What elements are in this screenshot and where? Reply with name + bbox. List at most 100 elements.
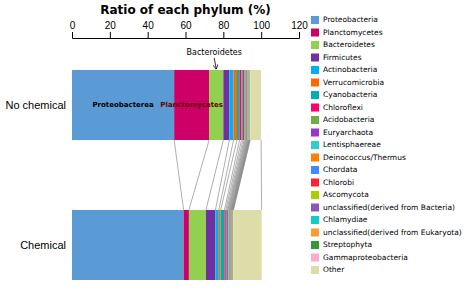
tick: 0 <box>70 20 76 38</box>
connector-line <box>233 140 250 210</box>
plot-area <box>72 70 262 280</box>
legend-label: Ascomycota <box>323 190 369 199</box>
legend-swatch <box>311 79 319 87</box>
legend-label: Gammaproteobacteria <box>323 253 408 262</box>
legend-swatch <box>311 91 319 99</box>
legend-label: Actinobacteria <box>323 65 377 74</box>
legend-item: Streptophyta <box>311 240 372 249</box>
legend-swatch <box>311 229 319 237</box>
legend-label: Deinococcus/Thermus <box>323 153 406 162</box>
legend-item: Actinobacteria <box>311 65 377 74</box>
bar <box>249 70 250 140</box>
tick: 20 <box>105 20 117 38</box>
legend-item: Chlamydiae <box>311 215 368 224</box>
legend-item: Other <box>311 265 345 274</box>
bar <box>228 210 230 280</box>
bar <box>231 210 232 280</box>
bar <box>246 70 248 140</box>
legend-swatch <box>311 254 319 262</box>
bar <box>243 70 244 140</box>
legend-swatch <box>311 179 319 187</box>
bar <box>227 210 229 280</box>
connector-line <box>261 140 263 210</box>
bar <box>223 70 229 140</box>
tick: Chemical <box>20 239 66 251</box>
legend-label: unclassified(derived from Eukaryota) <box>323 228 462 237</box>
tick-label: 120 <box>291 20 308 31</box>
tick-mark <box>261 32 262 38</box>
legend-item: Gammaproteobacteria <box>311 253 408 262</box>
legend-label: Other <box>323 265 345 274</box>
legend-label: Chlorobi <box>323 178 354 187</box>
bar <box>215 210 218 280</box>
tick-label: 80 <box>218 20 230 31</box>
chart: Ratio of each phylum (%) 0 20 40 60 80 100 120 N… <box>0 0 474 295</box>
legend-item: Verrucomicrobia <box>311 78 384 87</box>
tick-label: 100 <box>253 20 270 31</box>
tick-mark <box>186 32 187 38</box>
legend-swatch <box>311 166 319 174</box>
legend-swatch <box>311 154 319 162</box>
bar <box>240 70 242 140</box>
bar <box>232 210 233 280</box>
bar <box>229 210 231 280</box>
tick: No chemical <box>5 99 66 111</box>
bar <box>219 210 221 280</box>
connector-line <box>215 140 229 210</box>
tick-label: 60 <box>180 20 192 31</box>
legend-label: Lentisphaereae <box>323 140 381 149</box>
tick: 60 <box>180 20 192 38</box>
bar <box>250 70 261 140</box>
connector-line <box>230 140 247 210</box>
tick-label: 40 <box>143 20 155 31</box>
category-label: No chemical <box>5 99 66 111</box>
legend-swatch <box>311 29 319 37</box>
tick-label: 20 <box>105 20 117 31</box>
legend-item: unclassified(derived from Eukaryota) <box>311 228 462 237</box>
legend-item: Lentisphaereae <box>311 140 381 149</box>
legend-swatch <box>311 266 319 274</box>
legend-swatch <box>311 104 319 112</box>
legend-item: Proteobacteria <box>311 15 378 24</box>
legend-label: Cyanobacteria <box>323 90 377 99</box>
bar <box>230 210 232 280</box>
title: Ratio of each phylum (%) <box>100 3 271 17</box>
tick: 40 <box>143 20 155 38</box>
bar <box>231 210 232 280</box>
legend-label: Planctomycetes <box>323 28 383 37</box>
legend-swatch <box>311 204 319 212</box>
legend-swatch <box>311 216 319 224</box>
connector-line <box>232 140 249 210</box>
tick-label: 0 <box>70 20 76 31</box>
legend-item: Firmicutes <box>311 53 362 62</box>
connector-line <box>174 140 183 210</box>
legend-swatch <box>311 141 319 149</box>
connector-line <box>189 140 209 210</box>
tick: 100 <box>253 20 270 38</box>
legend-item: Euryarchaota <box>311 128 373 137</box>
connector-line <box>231 140 248 210</box>
tick-mark <box>110 32 111 38</box>
legend-label: Chordata <box>323 165 357 174</box>
tick-mark <box>223 32 224 38</box>
legend-swatch <box>311 16 319 24</box>
legend-item: Deinococcus/Thermus <box>311 153 406 162</box>
bar <box>229 210 231 280</box>
connector-line <box>233 140 250 210</box>
legend-swatch <box>311 116 319 124</box>
connector-line <box>233 140 250 210</box>
legend-item: Planctomycetes <box>311 28 383 37</box>
legend-label: Streptophyta <box>323 240 372 249</box>
legend-item: Chordata <box>311 165 357 174</box>
annotation-arrow <box>214 58 216 69</box>
bar <box>232 210 233 280</box>
series <box>233 70 261 280</box>
category-label: Chemical <box>20 239 66 251</box>
connector-line <box>231 140 248 210</box>
y-axis: No chemical Chemical <box>5 99 66 251</box>
bar <box>184 210 189 280</box>
connector-line <box>229 140 245 210</box>
legend-swatch <box>311 191 319 199</box>
legend-label: unclassified(derived from Bacteria) <box>323 203 455 212</box>
legend-swatch <box>311 54 319 62</box>
